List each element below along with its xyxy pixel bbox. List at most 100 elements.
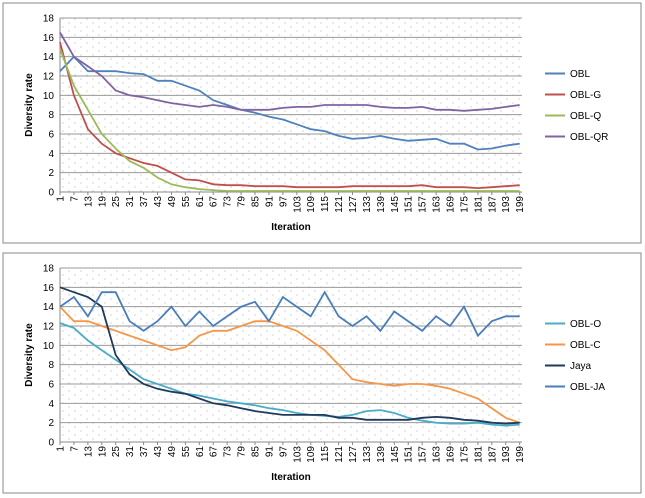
x-tick-label: 61 [195, 446, 206, 458]
x-tick-label: 19 [97, 446, 108, 458]
y-tick-label: 12 [43, 72, 55, 83]
x-tick-label: 13 [83, 196, 94, 208]
x-tick-label: 19 [97, 196, 108, 208]
y-tick-label: 6 [48, 380, 54, 391]
x-tick-label: 151 [404, 196, 415, 213]
y-axis-title: Diversity rate [24, 323, 35, 387]
x-tick-label: 55 [181, 446, 192, 458]
series-line [59, 32, 520, 112]
x-tick-label: 43 [153, 196, 164, 208]
x-axis-title: Iteration [271, 472, 310, 483]
x-tick-label: 115 [320, 196, 331, 212]
x-tick-label: 37 [139, 196, 150, 208]
x-tick-label: 79 [237, 446, 248, 458]
y-tick-label: 18 [43, 264, 55, 275]
series-line [59, 41, 520, 190]
x-tick-label: 49 [167, 196, 178, 208]
x-tick-label: 145 [390, 196, 401, 213]
x-tick-label: 7 [69, 446, 80, 452]
x-tick-label: 85 [251, 196, 262, 208]
x-tick-label: 67 [209, 196, 220, 208]
legend-label: OBL-C [570, 340, 601, 351]
x-tick-label: 187 [487, 446, 498, 463]
x-tick-label: 175 [459, 196, 470, 213]
x-tick-label: 193 [501, 446, 512, 463]
x-tick-label: 13 [83, 446, 94, 458]
x-tick-label: 97 [278, 196, 289, 208]
x-tick-label: 163 [432, 196, 443, 213]
series-line [59, 322, 520, 427]
y-tick-label: 4 [48, 399, 54, 410]
x-tick-label: 181 [473, 196, 484, 213]
y-axis-title: Diversity rate [24, 73, 35, 137]
x-tick-label: 163 [432, 446, 443, 463]
x-tick-label: 67 [209, 446, 220, 458]
x-tick-label: 91 [264, 446, 275, 458]
legend-label: OBL-G [570, 90, 601, 101]
series-line [59, 55, 520, 151]
x-tick-label: 25 [111, 196, 122, 208]
x-tick-label: 145 [390, 446, 401, 463]
x-tick-label: 127 [348, 196, 359, 213]
x-tick-label: 109 [306, 446, 317, 463]
plot-area [60, 268, 522, 442]
x-tick-label: 151 [404, 446, 415, 463]
series-line [59, 286, 520, 425]
x-tick-label: 1 [56, 446, 67, 452]
legend-label: OBL-QR [570, 132, 608, 143]
x-tick-label: 31 [125, 196, 136, 208]
y-tick-label: 16 [43, 283, 55, 294]
series-line [59, 48, 520, 192]
y-tick-label: 10 [43, 91, 55, 102]
legend-label: Jaya [570, 361, 592, 372]
series-line [59, 290, 520, 338]
x-tick-label: 103 [292, 446, 303, 463]
x-tick-label: 121 [334, 446, 345, 463]
x-tick-label: 43 [153, 446, 164, 458]
y-tick-label: 8 [48, 360, 54, 371]
x-tick-label: 73 [223, 446, 234, 458]
x-tick-label: 115 [320, 446, 331, 462]
x-tick-label: 139 [376, 196, 387, 213]
x-tick-label: 169 [446, 446, 457, 463]
x-tick-label: 85 [251, 446, 262, 458]
y-tick-label: 0 [48, 188, 54, 199]
x-tick-label: 193 [501, 196, 512, 213]
x-tick-label: 1 [56, 196, 67, 202]
legend-label: OBL [570, 69, 590, 80]
x-tick-label: 175 [459, 446, 470, 463]
y-tick-label: 18 [43, 14, 55, 25]
x-tick-label: 109 [306, 196, 317, 213]
x-tick-label: 91 [264, 196, 275, 208]
y-tick-label: 16 [43, 33, 55, 44]
x-tick-label: 79 [237, 196, 248, 208]
x-tick-label: 133 [362, 196, 373, 213]
plot-area [60, 18, 522, 192]
x-tick-label: 157 [418, 446, 429, 463]
x-tick-label: 169 [446, 196, 457, 213]
legend-label: OBL-JA [570, 382, 605, 393]
y-tick-label: 10 [43, 341, 55, 352]
x-tick-label: 61 [195, 196, 206, 208]
x-tick-label: 139 [376, 446, 387, 463]
y-tick-label: 4 [48, 149, 54, 160]
y-tick-label: 14 [43, 52, 55, 63]
y-tick-label: 12 [43, 322, 55, 333]
x-tick-label: 181 [473, 446, 484, 463]
x-tick-label: 25 [111, 446, 122, 458]
x-tick-label: 55 [181, 196, 192, 208]
x-tick-label: 199 [515, 196, 526, 213]
x-tick-label: 157 [418, 196, 429, 213]
x-tick-label: 49 [167, 446, 178, 458]
legend-label: OBL-O [570, 319, 601, 330]
legend-label: OBL-Q [570, 111, 601, 122]
x-tick-label: 7 [69, 196, 80, 202]
y-tick-label: 2 [48, 418, 54, 429]
x-tick-label: 121 [334, 196, 345, 213]
x-tick-label: 31 [125, 446, 136, 458]
x-tick-label: 127 [348, 446, 359, 463]
x-tick-label: 103 [292, 196, 303, 213]
